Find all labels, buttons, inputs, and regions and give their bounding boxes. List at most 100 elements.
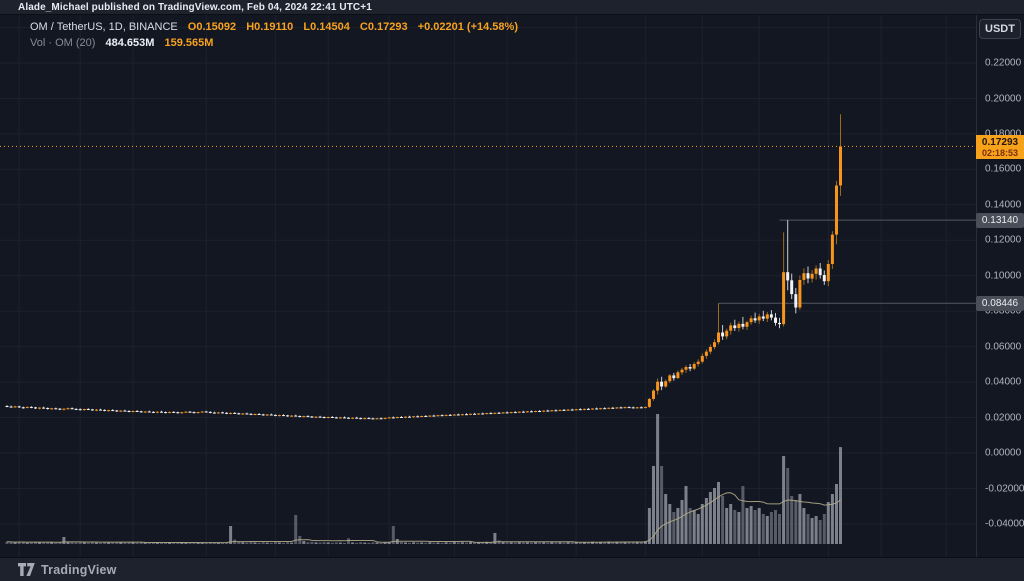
volume-bar <box>745 508 749 544</box>
volume-bar <box>253 542 257 544</box>
candle-down <box>306 416 310 418</box>
candle-up <box>582 408 586 410</box>
candle-up <box>517 411 521 413</box>
candle-down <box>269 414 273 416</box>
candle-down <box>603 408 607 410</box>
volume-bar <box>798 494 802 544</box>
volume-bar <box>603 542 607 544</box>
candle-down <box>192 412 196 414</box>
candle-up <box>241 413 245 415</box>
volume-bar <box>509 542 513 544</box>
candle-up <box>38 407 41 409</box>
price-axis[interactable]: 0.22000 0.20000 0.18000 0.16000 0.14000 0.120… <box>976 15 1024 557</box>
candle-down <box>70 408 74 410</box>
volume-bar <box>131 542 135 544</box>
candle-down <box>355 417 359 419</box>
candle-up <box>168 411 172 413</box>
candle-up <box>717 332 720 343</box>
volume-bar <box>383 542 387 544</box>
candle-up <box>155 411 159 413</box>
volume-bar <box>696 514 700 544</box>
volume-bar <box>363 542 367 544</box>
candle-up <box>143 411 147 413</box>
candle-up <box>704 351 708 356</box>
volume-bar <box>668 504 672 544</box>
candle-up <box>196 412 200 414</box>
volume-bar <box>330 542 334 544</box>
candlestick-chart[interactable] <box>0 15 976 557</box>
candle-down <box>310 416 314 418</box>
candle-down <box>530 411 533 413</box>
volume-bar <box>111 542 115 544</box>
candle-down <box>29 406 33 408</box>
candle-down <box>578 409 582 411</box>
symbol-title: OM / TetherUS, 1D, BINANCE <box>30 21 178 33</box>
volume-bar <box>29 542 33 544</box>
volume-bar <box>237 541 241 544</box>
price-axis-label: 0.14000 <box>985 199 1022 211</box>
candle-down <box>379 418 383 420</box>
volume-bar <box>676 508 680 544</box>
candle-down <box>172 411 176 413</box>
volume-bar <box>127 542 131 544</box>
tradingview-logo[interactable]: TradingView <box>18 563 117 577</box>
candle-up <box>82 409 86 410</box>
candle-up <box>566 409 570 411</box>
candle-down <box>408 416 411 418</box>
candle-down <box>367 418 371 420</box>
candle-down <box>176 412 180 414</box>
candle-down <box>135 411 139 412</box>
volume-bar <box>639 542 643 544</box>
volume-bar <box>74 542 78 544</box>
symbol-legend: OM / TetherUS, 1D, BINANCE O0.15092 H0.1… <box>30 20 518 51</box>
volume-bar <box>216 542 220 544</box>
volume-bar <box>257 542 261 544</box>
candle-up <box>404 416 407 418</box>
volume-bar <box>338 542 342 544</box>
bottom-brand-strip: TradingView <box>0 557 1024 581</box>
candle-up <box>798 280 802 308</box>
candle-up <box>501 412 505 414</box>
chart-pane[interactable]: OM / TetherUS, 1D, BINANCE O0.15092 H0.1… <box>0 15 976 568</box>
legend-open: O0.15092 <box>187 21 237 33</box>
candle-down <box>58 408 62 410</box>
volume-bar <box>822 514 826 544</box>
candle-down <box>225 412 229 414</box>
candle-up <box>749 318 753 323</box>
volume-bar <box>525 542 529 544</box>
volume-bar <box>643 541 647 544</box>
candle-down <box>221 412 224 414</box>
volume-bar <box>42 542 46 544</box>
candle-down <box>818 268 822 276</box>
volume-bar <box>107 542 111 544</box>
candle-up <box>696 361 700 364</box>
volume-bar <box>672 512 676 544</box>
volume-value: 484.653M <box>105 37 155 49</box>
legend-ohlc-row: OM / TetherUS, 1D, BINANCE O0.15092 H0.1… <box>30 20 518 35</box>
volume-bar <box>208 542 212 544</box>
volume-bar <box>119 542 123 544</box>
candle-down <box>639 407 643 409</box>
candle-up <box>591 408 594 410</box>
volume-bar <box>493 533 497 544</box>
volume-bar <box>62 537 66 544</box>
currency-toggle-button[interactable]: USDT <box>979 19 1021 39</box>
candle-down <box>257 414 261 415</box>
volume-bar <box>517 542 521 544</box>
candle-up <box>692 364 696 369</box>
volume-bar <box>265 542 269 544</box>
volume-bar <box>13 542 17 544</box>
candle-up <box>383 417 387 419</box>
volume-bar <box>778 514 781 544</box>
volume-bar <box>562 542 566 544</box>
price-axis-label: 0.16000 <box>985 163 1022 175</box>
candle-down <box>822 275 826 282</box>
candle-down <box>245 413 249 415</box>
volume-bar <box>50 542 54 544</box>
candle-down <box>147 411 151 413</box>
volume-bar <box>534 542 538 544</box>
candle-up <box>550 410 554 412</box>
volume-bar <box>570 542 574 544</box>
candle-up <box>469 413 472 415</box>
candle-down <box>391 417 395 419</box>
